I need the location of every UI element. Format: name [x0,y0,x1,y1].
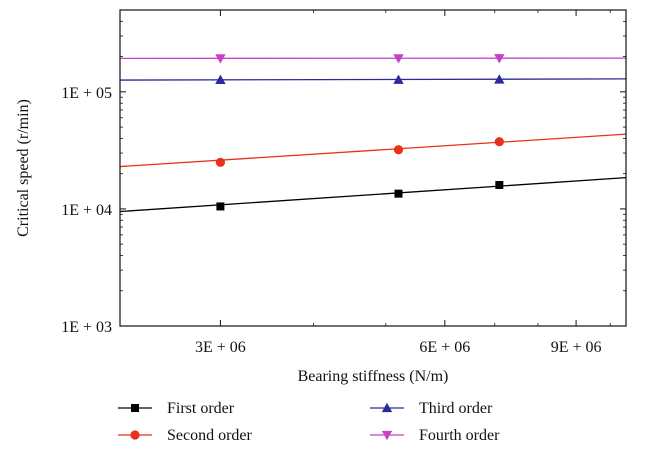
legend-item: Fourth order [370,427,500,444]
legend-marker [130,430,140,440]
legend-item: Third order [370,400,493,417]
legend: First order Second order Third order Fourth… [118,400,500,444]
data-point [215,74,226,85]
data-point [393,74,404,84]
plot-frame [119,9,627,327]
legend-label: Third order [419,400,493,417]
legend-item: Second order [118,427,253,444]
series-1 [119,176,627,213]
legend-item: First order [118,400,235,417]
legend-label: Fourth order [419,427,500,444]
legend-label: First order [167,400,235,417]
y-tick-label: 1E + 03 [61,319,112,336]
data-point [215,54,226,64]
series-4 [119,54,627,64]
data-point [495,181,504,190]
series-line [119,176,627,213]
data-point [494,74,505,84]
plot-area [119,54,627,213]
x-axis-label: Bearing stiffness (N/m) [298,368,449,385]
series-line [119,133,627,168]
legend-marker [131,404,139,412]
y-axis-label: Critical speed (r/min) [15,99,32,237]
data-point [494,54,505,64]
data-point [394,189,403,198]
axis-ticks: 1E + 03 1E + 04 1E + 05 3E + 06 6E + 06 9E + … [61,9,626,356]
x-tick-label: 6E + 06 [419,339,470,356]
y-tick-label: 1E + 05 [61,85,112,102]
legend-label: Second order [167,427,253,444]
series-3 [119,74,627,85]
x-tick-label: 3E + 06 [195,339,246,356]
series-2 [119,133,627,168]
data-point [393,54,404,64]
data-point [215,157,226,167]
legend-marker [381,402,393,413]
y-tick-label: 1E + 04 [61,202,112,219]
legend-marker [381,430,393,441]
series-line [119,78,627,81]
data-point [393,145,404,155]
data-point [216,202,225,211]
data-point [494,137,504,147]
x-tick-label: 9E + 06 [551,339,602,356]
